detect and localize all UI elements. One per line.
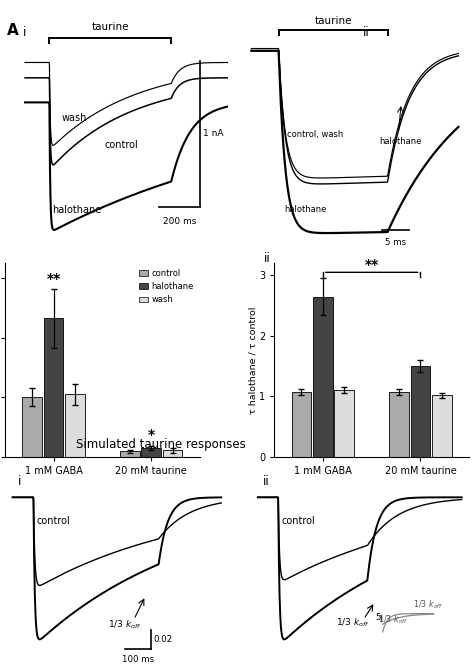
Text: ii: ii: [263, 476, 270, 488]
Bar: [432, 395, 452, 457]
Text: 5: 5: [375, 613, 381, 623]
Text: 1 nA: 1 nA: [203, 128, 223, 138]
Text: **: **: [365, 258, 379, 272]
Text: halothane: halothane: [379, 138, 421, 146]
Bar: [65, 394, 85, 457]
Bar: [120, 451, 139, 457]
Text: control: control: [104, 140, 138, 150]
Bar: [410, 366, 430, 457]
Bar: [292, 392, 311, 457]
Text: **: **: [46, 272, 61, 286]
Bar: [163, 450, 182, 457]
Bar: [141, 448, 161, 457]
Text: halothane: halothane: [53, 205, 102, 215]
Text: *: *: [147, 428, 155, 442]
Text: i: i: [18, 476, 21, 488]
Legend: control, halothane, wash: control, halothane, wash: [137, 267, 196, 306]
Text: Simulated taurine responses: Simulated taurine responses: [76, 438, 246, 451]
Bar: [335, 390, 354, 457]
Text: halothane: halothane: [284, 204, 327, 214]
Text: wash: wash: [62, 113, 87, 123]
Text: 1/3 $k_{off}$: 1/3 $k_{off}$: [378, 613, 408, 626]
Text: control, wash: control, wash: [287, 130, 343, 139]
Text: i: i: [23, 25, 27, 39]
Text: 200 ms: 200 ms: [163, 218, 196, 226]
Bar: [22, 397, 42, 457]
Text: ii: ii: [264, 252, 271, 265]
Y-axis label: τ halothane / τ control: τ halothane / τ control: [248, 307, 257, 414]
Text: 1/3 $k_{off}$: 1/3 $k_{off}$: [108, 618, 142, 631]
Text: 100 ms: 100 ms: [122, 655, 154, 665]
Bar: [389, 392, 409, 457]
Bar: [44, 319, 64, 457]
Text: A: A: [7, 23, 18, 37]
Bar: [313, 297, 333, 457]
Text: control: control: [36, 516, 70, 526]
Text: ii: ii: [363, 27, 370, 39]
Text: taurine: taurine: [91, 22, 129, 32]
Text: control: control: [281, 516, 315, 526]
Text: 0.02: 0.02: [153, 635, 172, 644]
Text: 1/3 $k_{off}$: 1/3 $k_{off}$: [337, 617, 370, 629]
Text: 5 ms: 5 ms: [385, 238, 406, 246]
Text: 1/3 $k_{off}$: 1/3 $k_{off}$: [413, 599, 444, 611]
Text: taurine: taurine: [314, 15, 352, 25]
